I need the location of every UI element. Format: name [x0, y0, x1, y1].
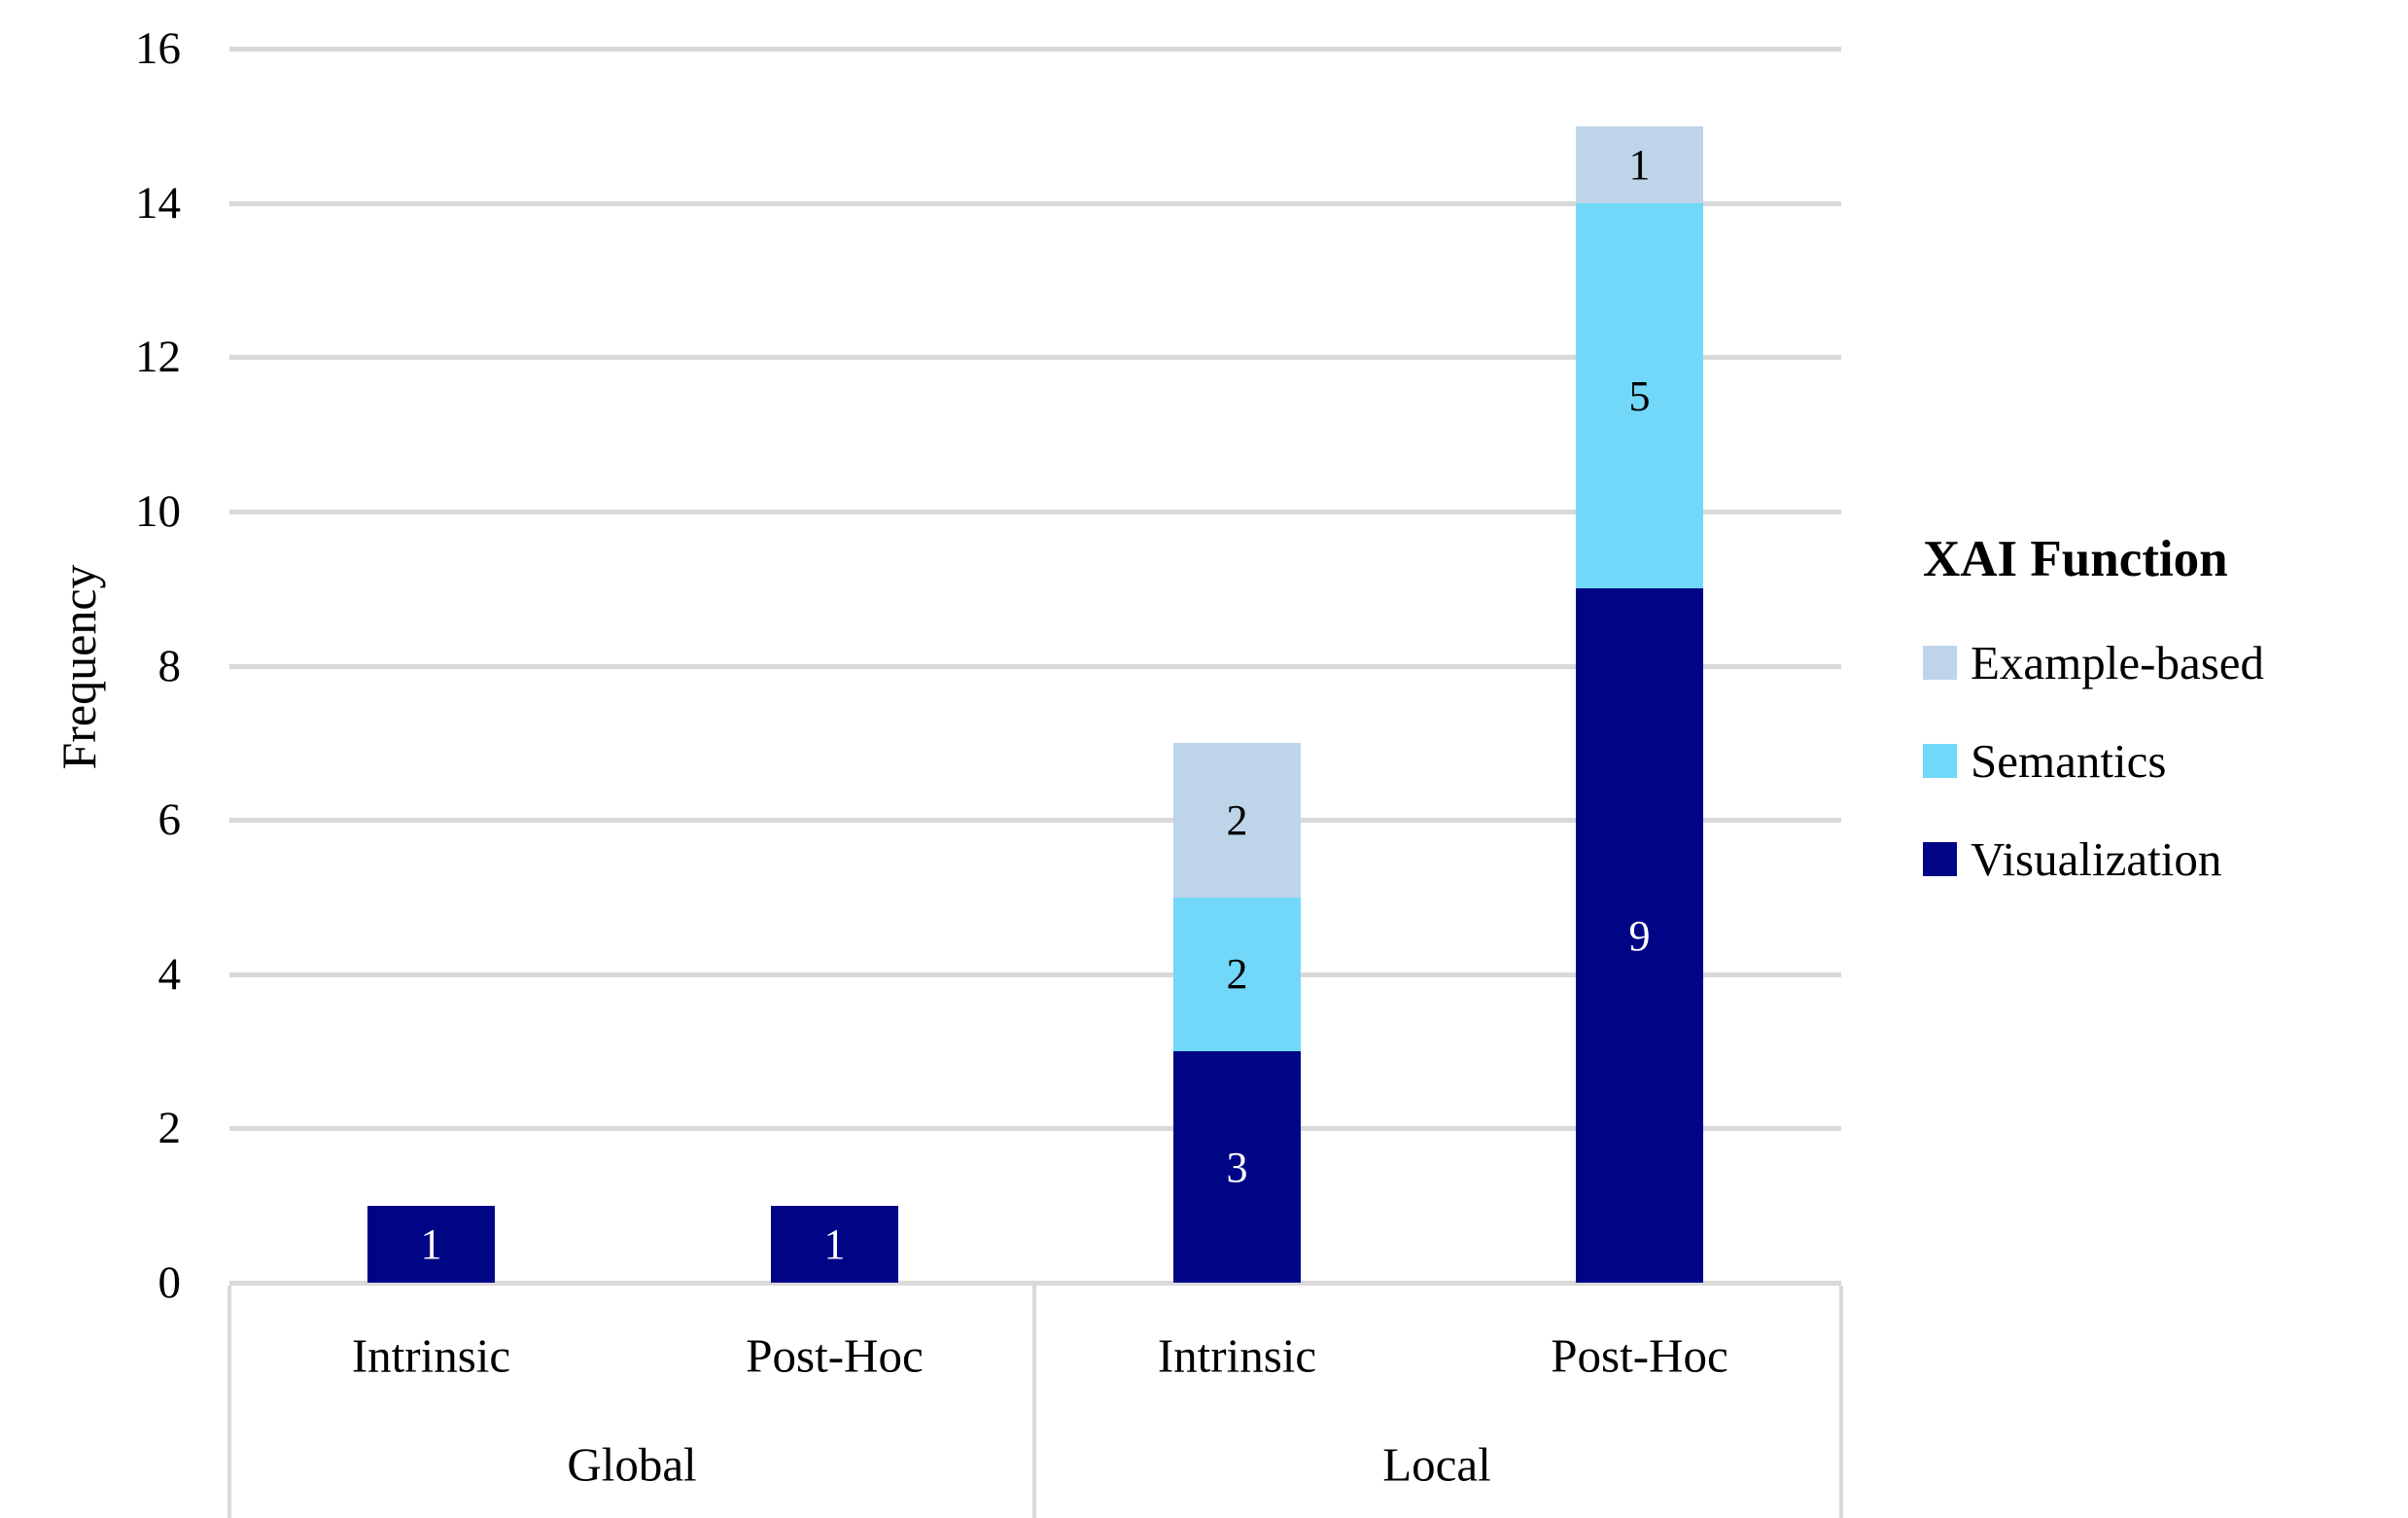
x-category-label: Intrinsic [1157, 1328, 1317, 1383]
x-group-label: Global [567, 1437, 697, 1492]
segment-example-based: 1 [1576, 125, 1703, 203]
legend-swatch-example-based [1923, 645, 1957, 680]
gridline [229, 47, 1841, 52]
segment-semantics: 5 [1576, 202, 1703, 589]
data-label: 1 [823, 1219, 846, 1268]
legend-item: Example-based [1923, 635, 2264, 689]
bar-global-post-hoc: 1 [771, 1205, 898, 1283]
gridline [229, 510, 1841, 514]
y-tick-label: 16 [135, 23, 181, 74]
x-category-label: Post-Hoc [1551, 1328, 1728, 1383]
y-tick-label: 14 [135, 178, 181, 229]
legend-label: Visualization [1971, 831, 2222, 886]
legend-swatch-visualization [1923, 841, 1957, 876]
legend-item: Visualization [1923, 831, 2264, 886]
legend-swatch-semantics [1923, 743, 1957, 778]
x-category-label: Intrinsic [351, 1328, 511, 1383]
gridline [229, 1281, 1841, 1286]
gridline [229, 201, 1841, 206]
data-label: 9 [1628, 911, 1651, 960]
legend: XAI Function Example-based Semantics Visua… [1923, 530, 2264, 930]
gridline [229, 1126, 1841, 1131]
segment-example-based: 2 [1173, 742, 1301, 898]
axis-separator [227, 1286, 231, 1518]
legend-items: Example-based Semantics Visualization [1923, 635, 2264, 886]
legend-label: Example-based [1971, 635, 2265, 689]
y-tick-label: 0 [157, 1257, 182, 1308]
gridline [229, 972, 1841, 977]
segment-visualization: 9 [1576, 588, 1703, 1283]
y-tick-label: 12 [135, 332, 181, 382]
y-tick-label: 10 [135, 486, 181, 537]
axis-separator [1032, 1286, 1036, 1518]
data-label: 5 [1628, 371, 1651, 420]
gridline [229, 664, 1841, 669]
bar-global-intrinsic: 1 [367, 1205, 495, 1283]
data-label: 2 [1226, 795, 1248, 844]
y-tick-label: 2 [157, 1103, 182, 1153]
data-label: 2 [1226, 950, 1248, 999]
segment-visualization: 3 [1173, 1051, 1301, 1283]
gridline [229, 355, 1841, 360]
segment-semantics: 2 [1173, 897, 1301, 1052]
y-tick-label: 8 [157, 641, 182, 691]
bar-local-intrinsic: 2 2 3 [1173, 742, 1301, 1283]
bar-local-post-hoc: 1 5 9 [1576, 125, 1703, 1283]
segment-visualization: 1 [367, 1205, 495, 1283]
y-tick-label: 6 [157, 794, 182, 845]
x-group-label: Local [1382, 1437, 1491, 1492]
data-label: 1 [420, 1219, 442, 1268]
legend-item: Semantics [1923, 733, 2264, 788]
segment-visualization: 1 [771, 1205, 898, 1283]
gridline [229, 818, 1841, 823]
data-label: 3 [1226, 1143, 1248, 1191]
data-label: 1 [1628, 140, 1651, 189]
legend-label: Semantics [1971, 733, 2167, 788]
x-category-label: Post-Hoc [746, 1328, 924, 1383]
axis-separator [1839, 1286, 1843, 1518]
y-tick-label: 4 [157, 949, 182, 1000]
legend-title: XAI Function [1923, 531, 2228, 587]
